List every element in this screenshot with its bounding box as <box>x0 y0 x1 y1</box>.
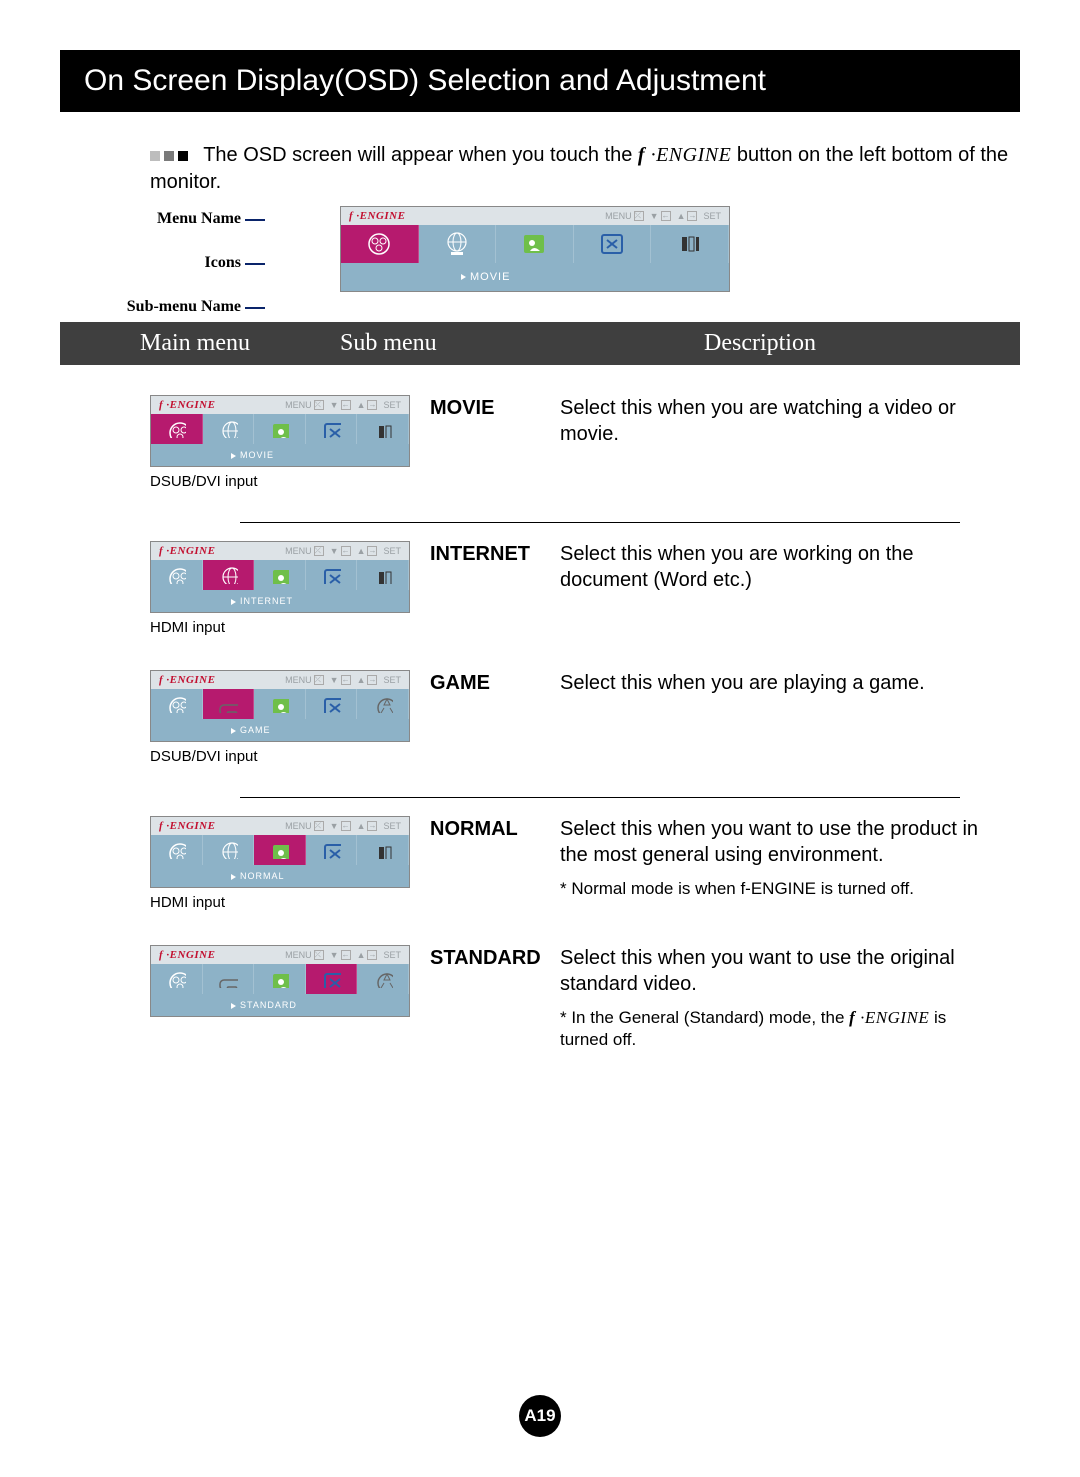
osd-engine-label: f ·ENGINE <box>159 545 215 557</box>
osd-icon[interactable] <box>203 414 255 444</box>
description-text: Select this when you want to use the pro… <box>560 816 990 900</box>
submenu-name: NORMAL <box>430 816 560 841</box>
osd-panel-small: f ·ENGINE MENU⤫▼←▲→SET NORMAL <box>150 816 410 888</box>
osd-engine-label: f ·ENGINE <box>349 210 405 222</box>
osd-panel-small: f ·ENGINE MENU⤫▼←▲→SET INTERNET <box>150 541 410 613</box>
osd-icon[interactable] <box>306 964 358 994</box>
osd-panel: f ·ENGINE MENU⤫ ▼← ▲→ SET MOVIE <box>340 206 730 292</box>
osd-diagram: Menu Name Icons Sub-menu Name f ·ENGINE … <box>220 206 860 292</box>
osd-icon[interactable] <box>306 689 358 719</box>
osd-controls: MENU⤫▼←▲→SET <box>285 546 401 556</box>
mode-row: f ·ENGINE MENU⤫▼←▲→SET MOVIE DSUB/DVI in… <box>150 383 990 512</box>
osd-icon[interactable] <box>151 560 203 590</box>
page-title: On Screen Display(OSD) Selection and Adj… <box>60 50 1020 112</box>
osd-icon[interactable] <box>203 560 255 590</box>
divider <box>240 522 960 523</box>
osd-controls: MENU⤫▼←▲→SET <box>285 400 401 410</box>
osd-controls: MENU⤫▼←▲→SET <box>285 821 401 831</box>
description-text: Select this when you are playing a game. <box>560 670 990 696</box>
osd-panel-small: f ·ENGINE MENU⤫▼←▲→SET GAME <box>150 670 410 742</box>
osd-icon[interactable] <box>203 835 255 865</box>
input-caption: HDMI input <box>150 619 430 636</box>
osd-controls: MENU⤫ ▼← ▲→ SET <box>605 211 721 221</box>
mode-row: f ·ENGINE MENU⤫▼←▲→SET STANDARD STANDARD… <box>150 933 990 1063</box>
osd-icon-cancel[interactable] <box>574 225 652 263</box>
osd-icon[interactable] <box>151 964 203 994</box>
osd-icon[interactable] <box>203 689 255 719</box>
desc-note: * Normal mode is when f-ENGINE is turned… <box>560 878 990 900</box>
osd-icon-internet[interactable] <box>419 225 497 263</box>
osd-icon[interactable] <box>151 414 203 444</box>
osd-icon[interactable] <box>203 964 255 994</box>
submenu-name: MOVIE <box>430 395 560 420</box>
mode-row: f ·ENGINE MENU⤫▼←▲→SET NORMAL HDMI input… <box>150 804 990 933</box>
osd-icon[interactable] <box>357 414 409 444</box>
osd-icon[interactable] <box>254 414 306 444</box>
mode-row: f ·ENGINE MENU⤫▼←▲→SET INTERNET HDMI inp… <box>150 529 990 658</box>
osd-icon[interactable] <box>357 689 409 719</box>
submenu-name: GAME <box>430 670 560 695</box>
osd-icon[interactable] <box>306 835 358 865</box>
description-text: Select this when you want to use the ori… <box>560 945 990 1051</box>
osd-engine-label: f ·ENGINE <box>159 399 215 411</box>
description-text: Select this when you are watching a vide… <box>560 395 990 447</box>
osd-controls: MENU⤫▼←▲→SET <box>285 675 401 685</box>
osd-icon[interactable] <box>306 414 358 444</box>
input-caption: HDMI input <box>150 894 430 911</box>
desc-note: * In the General (Standard) mode, the f … <box>560 1007 990 1051</box>
description-text: Select this when you are working on the … <box>560 541 990 593</box>
osd-icon[interactable] <box>151 689 203 719</box>
osd-controls: MENU⤫▼←▲→SET <box>285 950 401 960</box>
osd-icon-custom[interactable] <box>651 225 729 263</box>
osd-icon-movie[interactable] <box>341 225 419 263</box>
f-engine-label: f ·ENGINE <box>638 144 731 166</box>
osd-icon[interactable] <box>357 964 409 994</box>
column-header: Main menu Sub menu Description <box>60 322 1020 365</box>
osd-engine-label: f ·ENGINE <box>159 674 215 686</box>
osd-icon[interactable] <box>254 964 306 994</box>
osd-panel-small: f ·ENGINE MENU⤫▼←▲→SET STANDARD <box>150 945 410 1017</box>
osd-icon[interactable] <box>254 560 306 590</box>
osd-panel-small: f ·ENGINE MENU⤫▼←▲→SET MOVIE <box>150 395 410 467</box>
osd-icon[interactable] <box>254 835 306 865</box>
page-number: A19 <box>519 1395 561 1437</box>
submenu-name: INTERNET <box>430 541 560 566</box>
input-caption: DSUB/DVI input <box>150 748 430 765</box>
osd-icon[interactable] <box>254 689 306 719</box>
osd-engine-label: f ·ENGINE <box>159 949 215 961</box>
osd-icon[interactable] <box>357 835 409 865</box>
osd-icon[interactable] <box>357 560 409 590</box>
mode-row: f ·ENGINE MENU⤫▼←▲→SET GAME DSUB/DVI inp… <box>150 658 990 787</box>
divider <box>240 797 960 798</box>
submenu-name: STANDARD <box>430 945 560 970</box>
osd-icon[interactable] <box>151 835 203 865</box>
osd-icon[interactable] <box>306 560 358 590</box>
intro-text: The OSD screen will appear when you touc… <box>60 142 1020 196</box>
osd-engine-label: f ·ENGINE <box>159 820 215 832</box>
osd-submenu-label: MOVIE <box>341 263 729 291</box>
osd-icon-normal[interactable] <box>496 225 574 263</box>
input-caption: DSUB/DVI input <box>150 473 430 490</box>
